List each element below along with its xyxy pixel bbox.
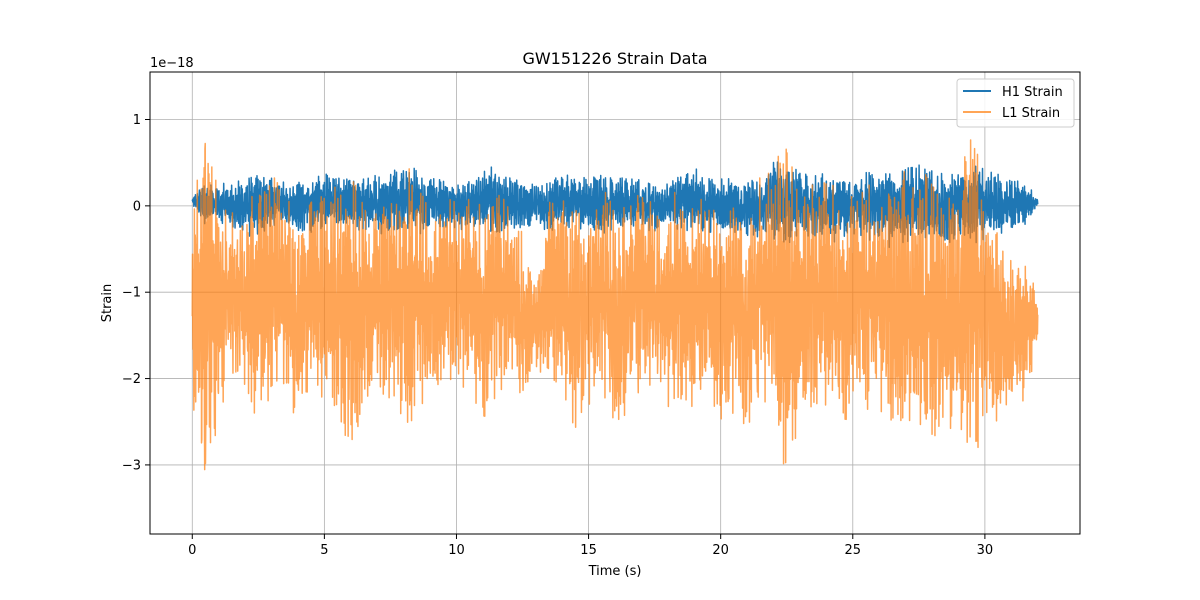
x-tick-label: 15: [580, 543, 597, 558]
x-tick-label: 30: [977, 543, 994, 558]
x-tick-label: 10: [448, 543, 465, 558]
series-line-l1: [191, 139, 1039, 471]
chart-title: GW151226 Strain Data: [522, 49, 707, 68]
y-axis-label: Strain: [100, 284, 115, 323]
y-tick-label: −3: [122, 458, 141, 473]
x-tick-label: 5: [320, 543, 328, 558]
y-tick-label: 0: [133, 199, 141, 214]
x-tick-label: 25: [845, 543, 862, 558]
legend: H1 Strain L1 Strain: [956, 78, 1075, 128]
y-axis-ticks: 1 0 −1 −2 −3: [122, 113, 150, 473]
series-layer: [191, 139, 1039, 471]
y-offset-label: 1e−18: [150, 56, 194, 71]
y-tick-label: −1: [122, 286, 141, 301]
x-tick-label: 0: [188, 543, 196, 558]
y-tick-label: −2: [122, 372, 141, 387]
x-tick-label: 20: [712, 543, 729, 558]
legend-label-h1: H1 Strain: [1002, 85, 1063, 100]
x-axis-label: Time (s): [588, 564, 642, 579]
plot-frame: [149, 71, 1081, 535]
legend-label-l1: L1 Strain: [1002, 106, 1060, 121]
x-axis-ticks: 0 5 10 15 20 25 30: [188, 534, 993, 558]
y-tick-label: 1: [133, 113, 141, 128]
